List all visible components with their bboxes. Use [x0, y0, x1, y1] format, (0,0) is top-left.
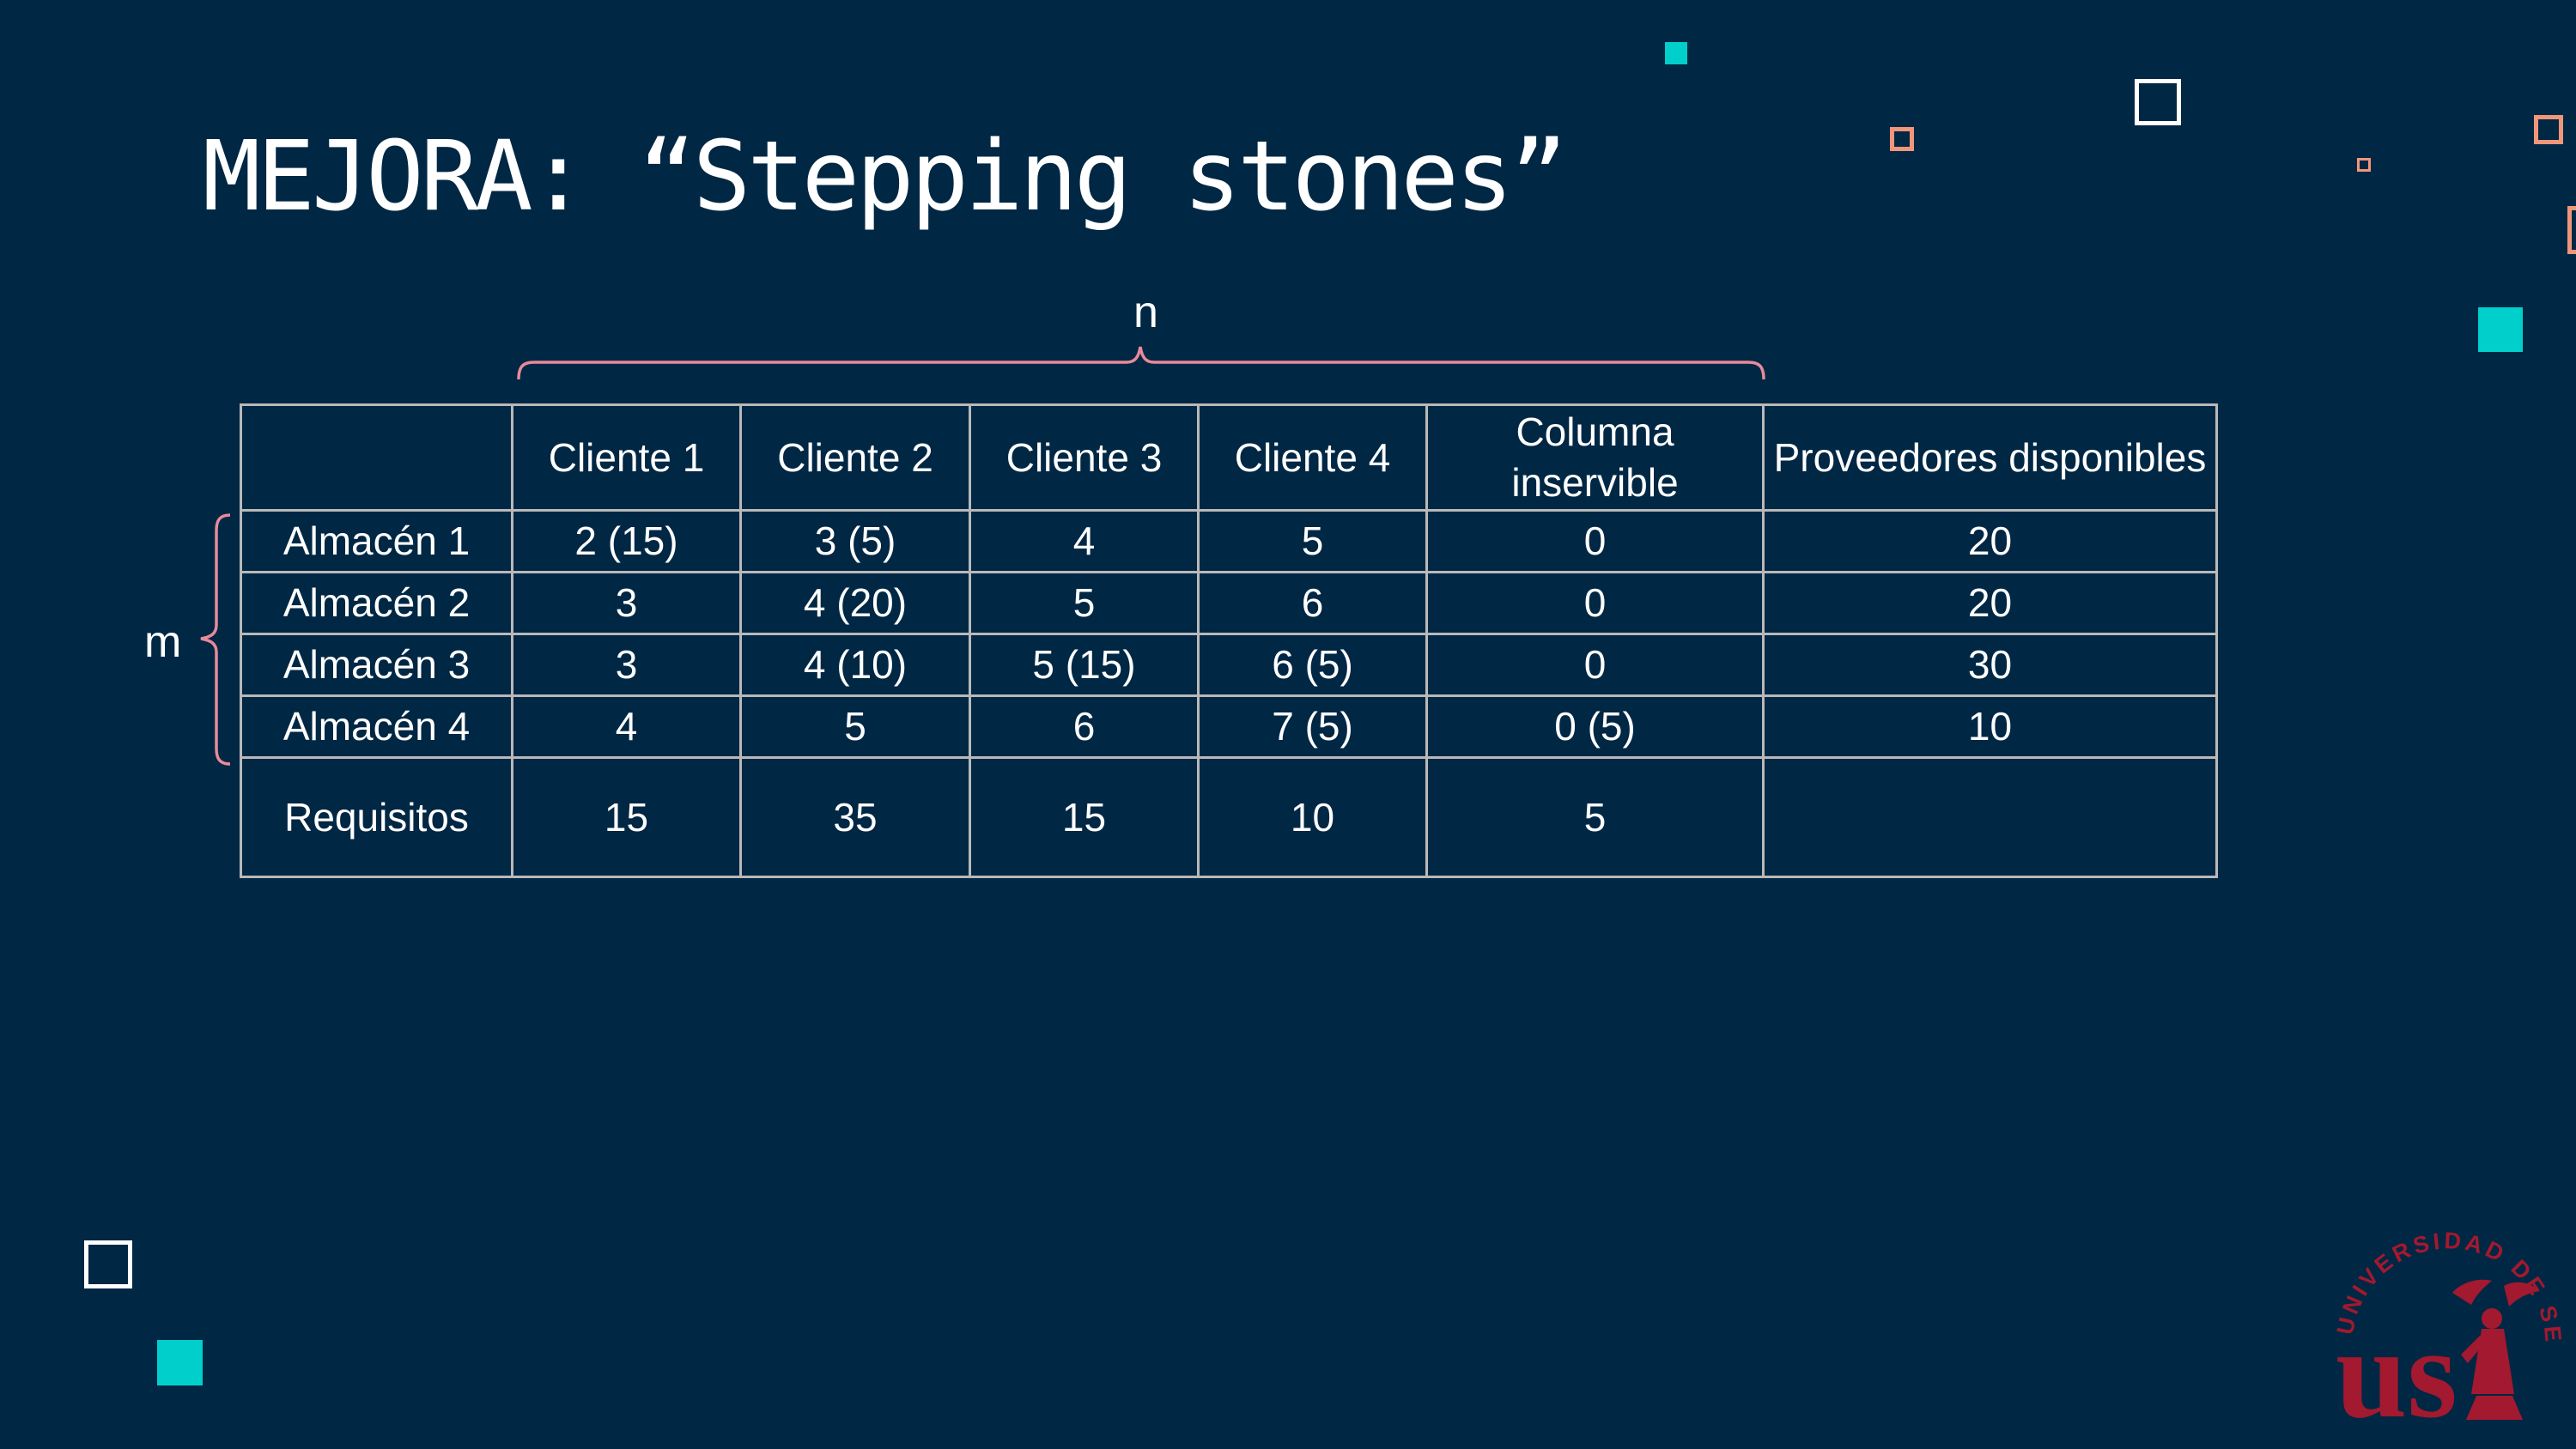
columns-brace [517, 346, 1765, 380]
column-header: Cliente 3 [969, 403, 1200, 512]
table-cell: 10 [1762, 694, 2218, 759]
table-cell: 20 [1762, 509, 2218, 573]
decorative-square [157, 1340, 203, 1385]
totals-row: Requisitos 15 35 15 10 5 [240, 756, 2218, 878]
decorative-square [2135, 79, 2181, 125]
table-row: Almacén 1 2 (15) 3 (5) 4 5 0 20 [240, 509, 2218, 573]
table-cell: 7 (5) [1197, 694, 1428, 759]
table-cell: 4 (20) [739, 571, 971, 635]
logo-emblem-icon [2452, 1279, 2540, 1420]
table-cell: 0 [1425, 633, 1765, 697]
decorative-square [1665, 42, 1687, 64]
table-cell: 4 (10) [739, 633, 971, 697]
column-header: Cliente 1 [511, 403, 742, 512]
rows-brace-label: m [144, 617, 182, 667]
table-header-row: Cliente 1 Cliente 2 Cliente 3 Cliente 4 … [240, 403, 2218, 512]
columns-brace-label: n [1133, 288, 1158, 337]
table-row: Almacén 3 3 4 (10) 5 (15) 6 (5) 0 30 [240, 633, 2218, 697]
table-cell: 5 (15) [969, 633, 1200, 697]
column-header: Cliente 2 [739, 403, 971, 512]
table-cell: 3 [511, 571, 742, 635]
table-cell: 2 (15) [511, 509, 742, 573]
table-cell: 6 (5) [1197, 633, 1428, 697]
table-cell: 4 [969, 509, 1200, 573]
rows-brace [200, 513, 231, 766]
transport-table: Cliente 1 Cliente 2 Cliente 3 Cliente 4 … [240, 403, 2218, 878]
row-label: Almacén 3 [240, 633, 513, 697]
table-cell: 5 [739, 694, 971, 759]
table-cell [1762, 756, 2218, 878]
decorative-square [2534, 115, 2563, 144]
row-label: Almacén 4 [240, 694, 513, 759]
table-cell: 35 [739, 756, 971, 878]
table-cell: 3 [511, 633, 742, 697]
decorative-square [2567, 206, 2576, 254]
table-row: Almacén 2 3 4 (20) 5 6 0 20 [240, 571, 2218, 635]
table-cell: 3 (5) [739, 509, 971, 573]
table-cell: 0 [1425, 571, 1765, 635]
decorative-square [84, 1240, 132, 1288]
table-cell: 20 [1762, 571, 2218, 635]
table-cell: 6 [969, 694, 1200, 759]
table-row: Almacén 4 4 5 6 7 (5) 0 (5) 10 [240, 694, 2218, 759]
column-header: Proveedores disponibles [1762, 403, 2218, 512]
corner-cell [240, 403, 513, 512]
column-header: Cliente 4 [1197, 403, 1428, 512]
table-cell: 15 [511, 756, 742, 878]
table-cell: 5 [1197, 509, 1428, 573]
table-cell: 0 [1425, 509, 1765, 573]
table-cell: 30 [1762, 633, 2218, 697]
table-cell: 15 [969, 756, 1200, 878]
table-cell: 0 (5) [1425, 694, 1765, 759]
decorative-square [1890, 127, 1914, 151]
column-header: Columna inservible [1425, 403, 1765, 512]
logo-monogram: us [2336, 1302, 2458, 1432]
university-logo: UNIVERSIDAD DE SEVILLA us [2332, 1226, 2563, 1432]
table-cell: 10 [1197, 756, 1428, 878]
slide-title: MEJORA: “Stepping stones” [203, 121, 1568, 233]
table-cell: 6 [1197, 571, 1428, 635]
decorative-square [2478, 307, 2523, 352]
table-cell: 5 [969, 571, 1200, 635]
row-label: Almacén 2 [240, 571, 513, 635]
row-label: Almacén 1 [240, 509, 513, 573]
decorative-square [2357, 158, 2371, 172]
table-cell: 5 [1425, 756, 1765, 878]
table-cell: 4 [511, 694, 742, 759]
row-label: Requisitos [240, 756, 513, 878]
